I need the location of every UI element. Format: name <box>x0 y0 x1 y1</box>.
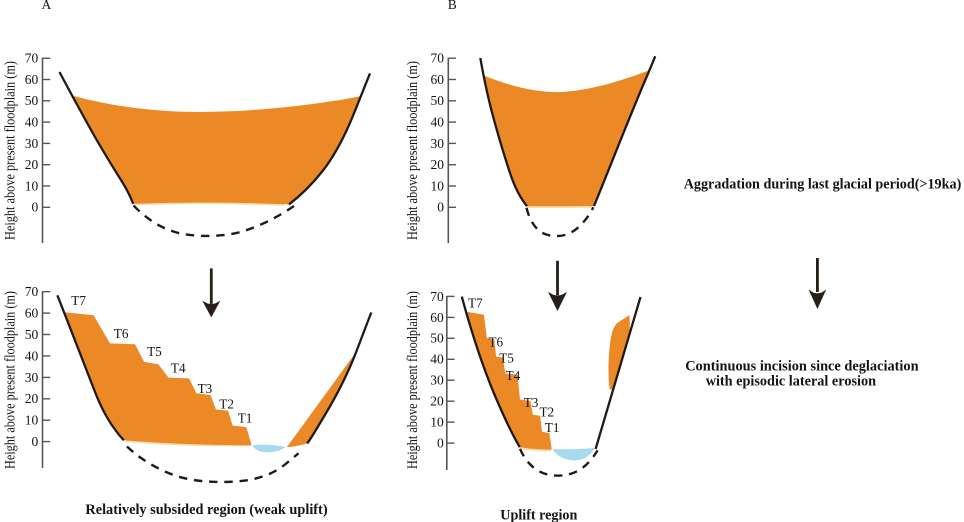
svg-text:40: 40 <box>25 348 39 363</box>
svg-text:T2: T2 <box>219 396 234 411</box>
svg-text:Uplift region: Uplift region <box>500 507 578 522</box>
svg-text:T5: T5 <box>147 344 162 359</box>
svg-text:T4: T4 <box>171 360 186 375</box>
svg-text:T1: T1 <box>545 420 560 435</box>
svg-text:70: 70 <box>25 284 39 299</box>
svg-text:60: 60 <box>25 306 39 321</box>
svg-text:T7: T7 <box>468 296 483 311</box>
svg-text:30: 30 <box>25 136 39 151</box>
svg-text:70: 70 <box>430 289 444 304</box>
svg-text:Height above present floodplai: Height above present floodplain (m) <box>405 291 421 469</box>
svg-text:50: 50 <box>431 93 445 108</box>
svg-text:20: 20 <box>25 391 39 406</box>
svg-text:50: 50 <box>25 327 39 342</box>
svg-text:40: 40 <box>430 352 444 367</box>
svg-text:10: 10 <box>25 413 39 428</box>
svg-text:10: 10 <box>25 178 39 193</box>
svg-text:T2: T2 <box>540 405 555 420</box>
svg-text:70: 70 <box>25 51 39 66</box>
svg-text:Continuous incision since degl: Continuous incision since deglaciation <box>685 359 919 375</box>
svg-text:40: 40 <box>431 115 445 130</box>
svg-text:0: 0 <box>31 434 38 449</box>
svg-text:60: 60 <box>431 72 445 87</box>
svg-text:20: 20 <box>25 157 39 172</box>
svg-text:Height above present floodplai: Height above present floodplain (m) <box>405 61 421 240</box>
svg-text:30: 30 <box>431 136 445 151</box>
svg-text:60: 60 <box>25 72 39 87</box>
svg-text:20: 20 <box>431 157 445 172</box>
svg-text:0: 0 <box>437 436 444 451</box>
svg-text:30: 30 <box>430 373 444 388</box>
svg-text:50: 50 <box>25 93 39 108</box>
svg-text:0: 0 <box>31 200 38 215</box>
svg-text:10: 10 <box>430 415 444 430</box>
svg-text:T3: T3 <box>524 395 539 410</box>
svg-text:70: 70 <box>431 51 445 66</box>
svg-text:A: A <box>42 0 52 12</box>
svg-text:T6: T6 <box>114 326 129 341</box>
svg-text:20: 20 <box>430 394 444 409</box>
svg-text:50: 50 <box>430 331 444 346</box>
svg-text:T6: T6 <box>489 335 504 350</box>
svg-text:T4: T4 <box>506 368 521 383</box>
svg-text:Aggradation during last glacia: Aggradation during last glacial period(>… <box>684 177 962 193</box>
svg-text:0: 0 <box>437 200 444 215</box>
svg-text:Relatively subsided region (we: Relatively subsided region (weak uplift) <box>85 502 327 518</box>
svg-text:T7: T7 <box>71 293 86 308</box>
svg-text:T1: T1 <box>238 411 253 426</box>
svg-text:Height above present floodplai: Height above present floodplain (m) <box>3 291 19 469</box>
svg-text:B: B <box>448 0 457 12</box>
svg-text:with episodic lateral erosion: with episodic lateral erosion <box>706 374 877 390</box>
svg-text:T3: T3 <box>198 381 213 396</box>
svg-text:40: 40 <box>25 115 39 130</box>
svg-text:60: 60 <box>430 310 444 325</box>
svg-text:Height above present floodplai: Height above present floodplain (m) <box>3 61 19 240</box>
svg-text:30: 30 <box>25 370 39 385</box>
svg-text:10: 10 <box>431 178 445 193</box>
svg-text:T5: T5 <box>499 351 514 366</box>
